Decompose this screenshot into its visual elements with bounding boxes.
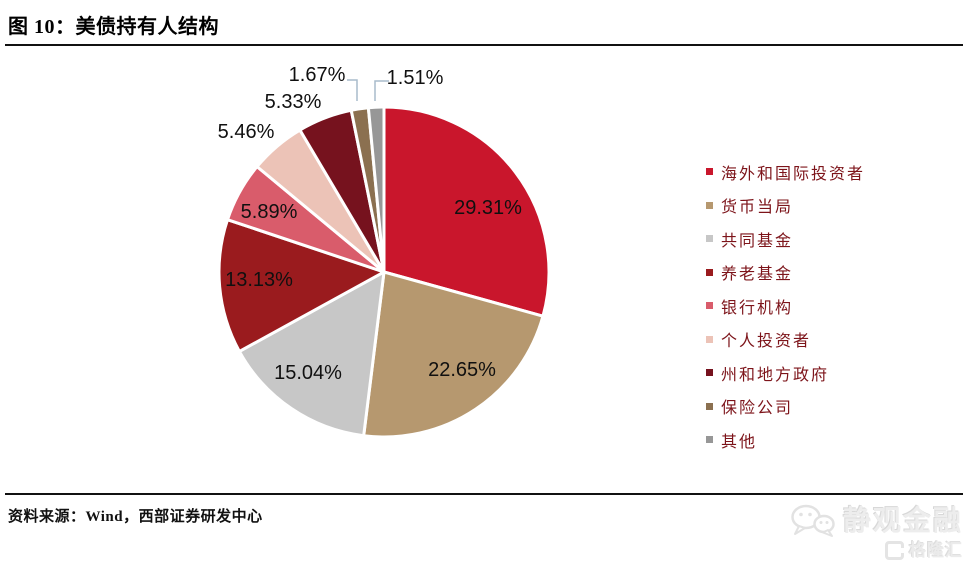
source-text: 资料来源：Wind，西部证券研发中心 — [8, 509, 263, 525]
footer-divider — [5, 493, 963, 495]
pie-data-label-8: 1.67% — [289, 64, 346, 86]
watermark-platform-row: 格隆汇 — [790, 541, 963, 560]
pie-data-label-2: 22.65% — [428, 359, 496, 381]
legend-swatch-icon — [706, 235, 713, 242]
label-leader-line-2 — [374, 80, 389, 101]
legend-swatch-icon — [706, 302, 713, 309]
title-divider — [5, 44, 963, 46]
legend-label: 养老基金 — [721, 266, 794, 283]
legend-item-6: 个人投资者 — [706, 332, 865, 350]
legend-item-5: 银行机构 — [706, 298, 865, 317]
legend-swatch-icon — [706, 402, 713, 410]
pie-slice-9 — [366, 105, 386, 274]
legend-swatch-icon — [706, 268, 713, 276]
legend-label: 海外和国际投资者 — [721, 165, 866, 183]
pie-data-label-9: 1.51% — [387, 67, 444, 89]
gelonghui-logo-icon — [885, 541, 904, 560]
pie-data-label-5: 5.89% — [241, 201, 298, 223]
legend-swatch-icon — [706, 168, 713, 175]
pie-slice-1 — [382, 105, 551, 318]
watermark-brand-text: 静观金融 — [842, 506, 963, 537]
pie-slice-4 — [217, 218, 386, 353]
chart-legend: 海外和国际投资者 货币当局共同基金养老基金银行机构个人投资者州和地方政府 保险公司其… — [706, 164, 865, 466]
legend-label: 保险公司 — [721, 400, 794, 417]
legend-swatch-icon — [706, 436, 713, 443]
pie-data-label-4: 13.13% — [225, 269, 293, 291]
legend-label: 货币当局 — [721, 199, 794, 216]
legend-swatch-icon — [706, 335, 713, 343]
watermark-brand-row: 静观金融 — [790, 504, 963, 540]
watermark: 静观金融 格隆汇 — [790, 504, 963, 560]
legend-item-8: 保险公司 — [706, 399, 865, 417]
watermark-platform-text: 格隆汇 — [909, 540, 963, 560]
legend-item-3: 共同基金 — [706, 231, 865, 250]
wechat-icon — [791, 504, 835, 537]
legend-label: 个人投资者 — [721, 333, 812, 350]
pie-slice-3 — [237, 270, 386, 438]
legend-item-1: 海外和国际投资者 — [706, 164, 865, 183]
label-leader-line-1 — [347, 79, 358, 101]
legend-swatch-icon — [706, 369, 713, 376]
pie-slice-2 — [362, 270, 545, 439]
legend-item-2: 货币当局 — [706, 198, 865, 216]
legend-item-7: 州和地方政府 — [706, 365, 865, 384]
legend-label: 州和地方政府 — [721, 366, 830, 384]
legend-label: 银行机构 — [721, 299, 794, 317]
pie-chart: 29.31% 22.65% 15.04% 13.13% 5.89% 5.46% 5.33% 1… — [217, 64, 551, 439]
pie-data-label-7: 5.33% — [265, 91, 322, 113]
pie-chart-area: 29.31% 22.65% 15.04% 13.13% 5.89% 5.46% 5.33% 1… — [0, 45, 969, 493]
legend-swatch-icon — [706, 201, 713, 209]
legend-label: 共同基金 — [721, 232, 794, 250]
legend-label: 其他 — [721, 433, 758, 451]
figure-title: 图 10：美债持有人结构 — [8, 16, 219, 38]
legend-item-4: 养老基金 — [706, 265, 865, 283]
legend-item-9: 其他 — [706, 432, 865, 451]
pie-data-label-1: 29.31% — [454, 197, 522, 219]
pie-data-label-6: 5.46% — [218, 121, 275, 143]
pie-data-label-3: 15.04% — [274, 362, 342, 384]
